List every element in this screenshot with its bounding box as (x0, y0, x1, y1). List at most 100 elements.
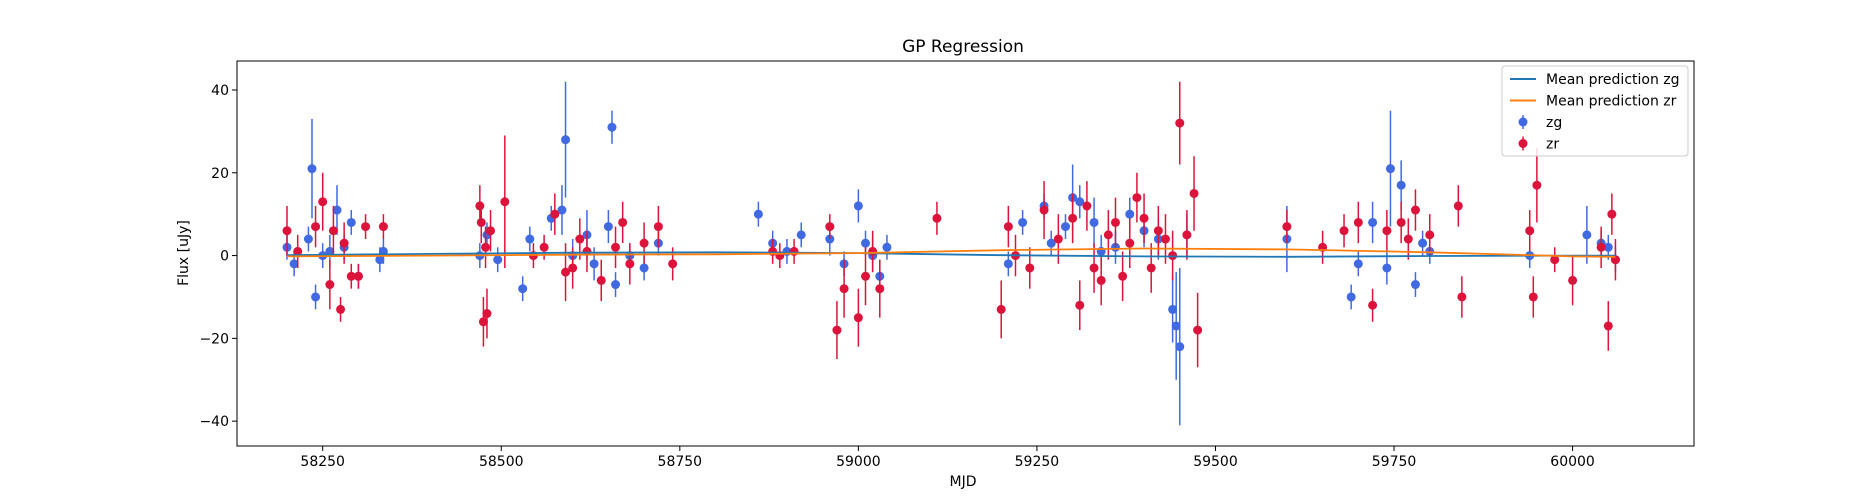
data-marker (868, 246, 878, 256)
data-point-zg (753, 201, 763, 227)
data-marker (1282, 222, 1292, 232)
data-marker (1160, 234, 1170, 244)
legend-entry: Mean prediction zg (1510, 72, 1680, 88)
y-tick-label: −40 (199, 414, 229, 430)
data-marker (853, 201, 863, 211)
data-point-zr (353, 263, 363, 289)
line-mean-prediction-zg (286, 251, 1616, 258)
data-point-zr (1082, 181, 1092, 231)
data-marker (796, 230, 806, 240)
data-marker (478, 317, 488, 327)
data-marker (1189, 188, 1199, 198)
data-marker (1168, 304, 1178, 314)
data-marker (375, 255, 385, 265)
data-marker (1603, 242, 1613, 252)
data-point-zr (1396, 201, 1406, 244)
data-point-zr (1603, 301, 1613, 351)
data-marker (325, 280, 335, 290)
x-tick-label: 58750 (658, 454, 703, 470)
data-marker (1368, 300, 1378, 310)
data-marker (589, 259, 599, 269)
data-marker (1396, 217, 1406, 227)
data-marker (1457, 292, 1467, 302)
data-point-zr (325, 259, 335, 310)
data-point-zr (1453, 185, 1463, 227)
data-point-zg (1171, 272, 1181, 380)
data-marker (378, 222, 388, 232)
data-marker (1368, 217, 1378, 227)
data-point-zr (625, 243, 635, 285)
data-point-zr (611, 226, 621, 268)
data-point-zg (1046, 230, 1056, 256)
data-marker (832, 325, 842, 335)
data-point-zg (561, 81, 571, 198)
data-marker (500, 197, 510, 207)
data-marker (486, 226, 496, 236)
data-point-zg (607, 110, 617, 144)
data-point-zg (307, 118, 317, 219)
data-marker (557, 205, 567, 215)
data-point-zr (293, 234, 303, 268)
lines-layer (286, 247, 1616, 258)
x-tick-label: 60000 (1550, 454, 1595, 470)
data-marker (1153, 226, 1163, 236)
data-point-zg (1175, 267, 1185, 426)
data-marker (318, 197, 328, 207)
data-marker (1046, 238, 1056, 248)
data-marker (1089, 217, 1099, 227)
data-point-zr (1189, 156, 1199, 231)
data-point-zr (482, 288, 492, 339)
data-marker (789, 246, 799, 256)
data-marker (1075, 197, 1085, 207)
data-marker (996, 304, 1006, 314)
data-marker (639, 263, 649, 273)
data-marker (1382, 226, 1392, 236)
data-marker (861, 238, 871, 248)
data-marker (475, 201, 485, 211)
data-point-zr (1282, 210, 1292, 244)
data-marker (1103, 230, 1113, 240)
data-marker (293, 246, 303, 256)
data-marker (607, 122, 617, 132)
data-point-zr (311, 205, 321, 248)
data-point-zr (1110, 197, 1120, 248)
data-marker (575, 234, 585, 244)
x-tick-label: 58250 (300, 454, 345, 470)
data-point-zr (476, 201, 486, 244)
data-marker (882, 242, 892, 252)
data-point-zr (1003, 205, 1013, 248)
data-point-zg (346, 210, 356, 235)
data-point-zr (1168, 230, 1178, 281)
data-marker (861, 271, 871, 281)
data-marker (493, 255, 503, 265)
data-marker (1168, 251, 1178, 261)
data-marker (603, 222, 613, 232)
data-marker (1003, 222, 1013, 232)
data-marker (1182, 230, 1192, 240)
data-point-zg (1346, 284, 1356, 310)
x-tick-label: 59000 (836, 454, 881, 470)
data-point-zr (1607, 193, 1617, 235)
data-point-zr (318, 172, 328, 231)
data-point-zr (378, 214, 388, 240)
chart-title: GP Regression (902, 37, 1024, 57)
data-marker (1532, 180, 1542, 190)
data-marker (1175, 342, 1185, 352)
data-point-zr (550, 193, 560, 235)
data-marker (1089, 263, 1099, 273)
legend-entry: zg (1518, 115, 1562, 131)
data-marker (668, 259, 678, 269)
data-point-zr (825, 214, 835, 240)
legend-swatch (1518, 117, 1528, 127)
legend-label: zr (1546, 137, 1559, 153)
data-point-zr (853, 288, 863, 347)
data-marker (550, 209, 560, 219)
data-point-zr (1153, 205, 1163, 256)
data-point-zr (1550, 247, 1560, 273)
data-marker (653, 222, 663, 232)
data-point-zg (603, 210, 613, 244)
data-point-zg (1368, 201, 1378, 244)
data-point-zg (303, 226, 313, 252)
data-marker (1550, 255, 1560, 265)
